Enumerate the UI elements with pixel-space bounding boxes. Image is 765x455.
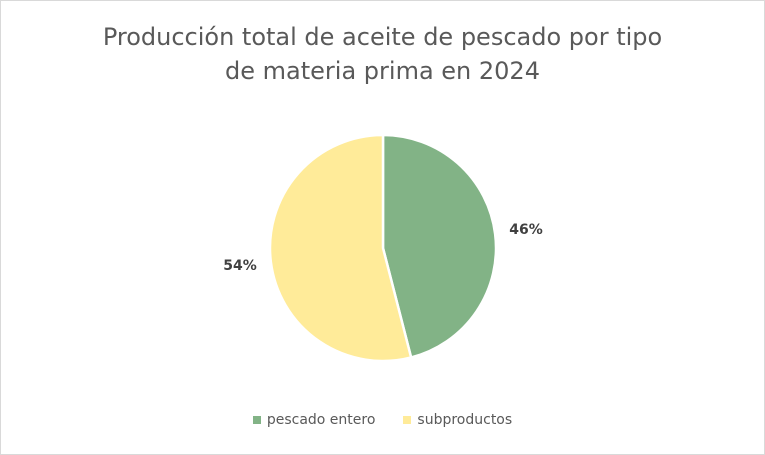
data-label-subproductos: 54%	[223, 258, 257, 274]
chart-title-line-2: de materia prima en 2024	[225, 57, 540, 85]
legend: pescado entero subproductos	[0, 412, 765, 428]
pie-slice-pescado-entero	[381, 133, 498, 359]
pie-slice-subproductos	[268, 133, 413, 363]
legend-label-subproductos: subproductos	[417, 412, 513, 428]
legend-swatch-subproductos	[403, 416, 412, 424]
chart-title: Producción total de aceite de pescado po…	[60, 20, 705, 88]
chart-title-line-1: Producción total de aceite de pescado po…	[102, 23, 663, 51]
data-label-pescado-entero: 46%	[509, 222, 543, 238]
legend-swatch-pescado-entero	[252, 416, 261, 424]
legend-label-pescado-entero: pescado entero	[266, 412, 376, 428]
legend-item-subproductos: subproductos	[403, 412, 512, 428]
legend-item-pescado-entero: pescado entero	[252, 412, 376, 428]
